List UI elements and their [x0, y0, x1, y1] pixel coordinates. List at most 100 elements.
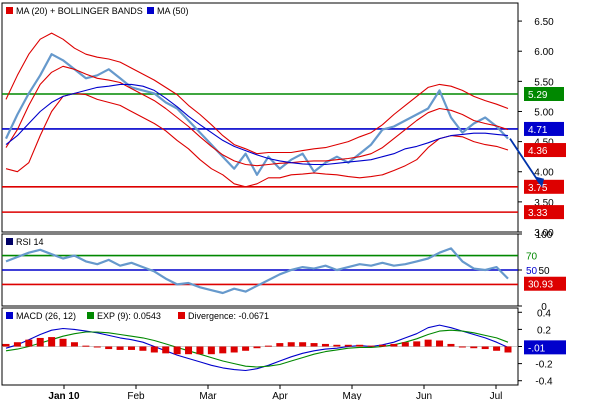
divergence-bar [82, 345, 90, 347]
divergence-bar [139, 346, 147, 351]
level-tag-label: 3.33 [528, 208, 548, 219]
divergence-bar [321, 343, 329, 347]
value-tag-label: 30.93 [528, 280, 553, 291]
divergence-bar [436, 340, 444, 347]
divergence-bar [128, 346, 135, 350]
value-tag-label: 4.36 [528, 146, 548, 157]
divergence-bar [310, 343, 318, 347]
divergence-bar [230, 346, 238, 353]
value-tag [524, 340, 566, 355]
divergence-bar [207, 346, 215, 355]
series-line [5, 83, 509, 166]
divergence-bar [356, 344, 364, 347]
legend-swatch [6, 7, 13, 14]
y-tick-label: 6.00 [534, 47, 554, 58]
divergence-bar [447, 343, 455, 347]
x-tick-label: Mar [199, 391, 217, 400]
y-tick-label: 4.00 [534, 168, 554, 179]
divergence-bar [264, 345, 272, 347]
y-tick-label: 100 [536, 230, 553, 241]
legend-swatch [6, 312, 13, 319]
level-tag [524, 121, 564, 136]
trend-arrow-head [536, 176, 544, 188]
level-tag-label: 4.71 [528, 125, 548, 136]
series-line [5, 92, 509, 188]
level-label: 70 [526, 252, 538, 263]
divergence-bar [105, 346, 113, 350]
trend-arrow [509, 138, 541, 185]
level-tag [524, 179, 564, 194]
divergence-bar [299, 342, 307, 347]
divergence-bar [173, 346, 181, 355]
divergence-bar [458, 346, 466, 348]
x-tick-label: Apr [272, 391, 288, 400]
y-tick-label: -0.4 [535, 377, 553, 388]
value-tag-label: -.01 [528, 343, 546, 354]
y-tick-label: 0.2 [537, 325, 551, 336]
level-tag [524, 86, 564, 101]
divergence-bar [70, 342, 78, 347]
divergence-bar [185, 346, 193, 355]
legend-label: MACD (26, 12) [16, 311, 76, 321]
y-tick-label: 5.50 [534, 77, 554, 88]
divergence-bar [242, 346, 250, 351]
y-tick-label: 50 [538, 266, 550, 277]
y-tick-label: 3.50 [534, 198, 554, 209]
legend-swatch [87, 312, 94, 319]
divergence-bar [196, 346, 204, 355]
divergence-bar [276, 343, 284, 347]
legend-label: MA (50) [157, 6, 189, 16]
x-tick-label: Jul [490, 391, 503, 400]
divergence-bar [2, 343, 10, 347]
legend-swatch [178, 312, 185, 319]
y-tick-label: 6.50 [534, 17, 554, 28]
divergence-bar [13, 342, 21, 347]
x-tick-label: Jan 10 [48, 391, 80, 400]
divergence-bar [344, 344, 352, 347]
divergence-bar [219, 346, 227, 354]
divergence-bar [481, 346, 489, 350]
series-line [5, 32, 509, 155]
divergence-bar [424, 339, 432, 347]
level-tag-label: 5.29 [528, 90, 548, 101]
y-tick-label: 0.4 [537, 308, 551, 319]
divergence-bar [470, 346, 478, 349]
y-tick-label: 0 [541, 302, 547, 313]
divergence-bar [504, 346, 512, 353]
divergence-bar [59, 338, 67, 347]
y-tick-label: -0.2 [535, 360, 553, 371]
series-line [5, 53, 509, 176]
value-tag [524, 143, 566, 158]
series-line [5, 329, 509, 368]
divergence-bar [379, 344, 386, 347]
divergence-bar [367, 345, 375, 347]
legend-label: RSI 14 [16, 237, 44, 247]
legend-label: EXP (9): 0.0543 [97, 311, 161, 321]
divergence-bar [116, 346, 124, 350]
divergence-bar [36, 337, 44, 347]
y-tick-label: 5.00 [534, 107, 554, 118]
y-tick-label: 3.00 [534, 228, 554, 239]
legend-swatch [6, 238, 13, 245]
divergence-bar [493, 346, 501, 351]
x-tick-label: May [343, 391, 362, 400]
level-tag-label: 3.75 [528, 183, 548, 194]
divergence-bar [162, 346, 170, 354]
legend-label: Divergence: -0.0671 [188, 311, 269, 321]
series-line [5, 247, 509, 295]
divergence-bar [48, 337, 56, 347]
divergence-bar [150, 346, 158, 353]
divergence-bar [93, 346, 101, 348]
panel-frame-price [1, 2, 519, 233]
x-tick-label: Feb [127, 391, 145, 400]
divergence-bar [253, 346, 261, 349]
level-label: 50 [526, 266, 538, 277]
divergence-bar [390, 343, 398, 347]
x-tick-label: Jun [416, 391, 432, 400]
level-tag [524, 205, 564, 220]
series-line [5, 65, 509, 167]
legend-swatch [147, 7, 154, 14]
divergence-bar [287, 342, 295, 347]
divergence-bar [25, 339, 33, 347]
